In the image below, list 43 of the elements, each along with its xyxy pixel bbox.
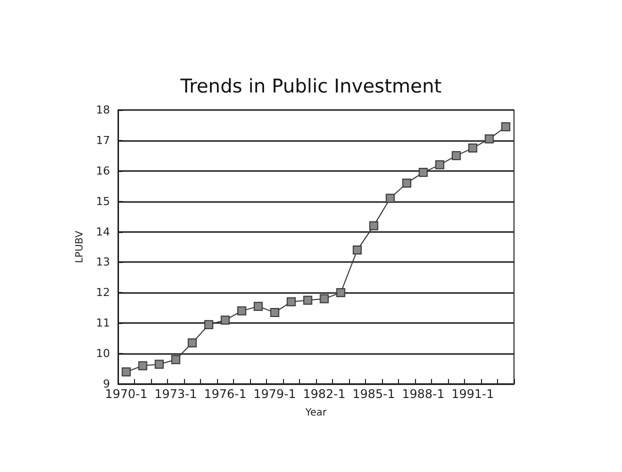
point — [220, 316, 230, 325]
point — [501, 122, 510, 132]
y-tick-label: 15 — [96, 194, 110, 208]
y-tick-label: 12 — [96, 286, 110, 300]
point — [204, 320, 214, 330]
point — [452, 151, 461, 160]
x-tick-label: 1979-1 — [253, 387, 296, 401]
y-tick-label: 13 — [96, 256, 110, 269]
y-tick-label: 14 — [96, 225, 110, 238]
point — [320, 294, 329, 304]
point — [171, 355, 180, 364]
point — [402, 178, 412, 188]
chart-title: Trends in Public Investment — [179, 76, 442, 98]
point — [286, 297, 296, 306]
point — [188, 338, 197, 348]
x-axis-title: Year — [304, 408, 328, 418]
x-tick-label: 1991-1 — [451, 387, 494, 401]
point — [468, 144, 478, 153]
x-tick-label: 1982-1 — [302, 387, 346, 401]
y-tick-label: 17 — [96, 134, 110, 147]
y-tick-label: 11 — [96, 316, 110, 330]
x-tick-label: 1985-1 — [352, 387, 396, 401]
point — [484, 134, 494, 144]
point — [386, 194, 395, 203]
point — [352, 246, 362, 255]
point — [303, 296, 312, 305]
point — [418, 168, 428, 177]
y-tick-label: 16 — [96, 164, 110, 178]
point — [138, 361, 148, 370]
y-axis-title: LPUBV — [74, 230, 86, 264]
point — [369, 221, 378, 230]
x-tick-label: 1988-1 — [402, 387, 445, 401]
point — [270, 308, 280, 317]
x-tick-label: 1973-1 — [154, 387, 198, 401]
point — [122, 367, 131, 376]
y-tick-label: 10 — [96, 347, 110, 360]
point — [254, 302, 263, 311]
x-tick-label: 1976-1 — [204, 387, 247, 401]
point — [336, 288, 346, 298]
point — [237, 306, 246, 316]
y-tick-label: 18 — [96, 104, 110, 116]
point — [435, 160, 444, 170]
point — [154, 360, 164, 369]
